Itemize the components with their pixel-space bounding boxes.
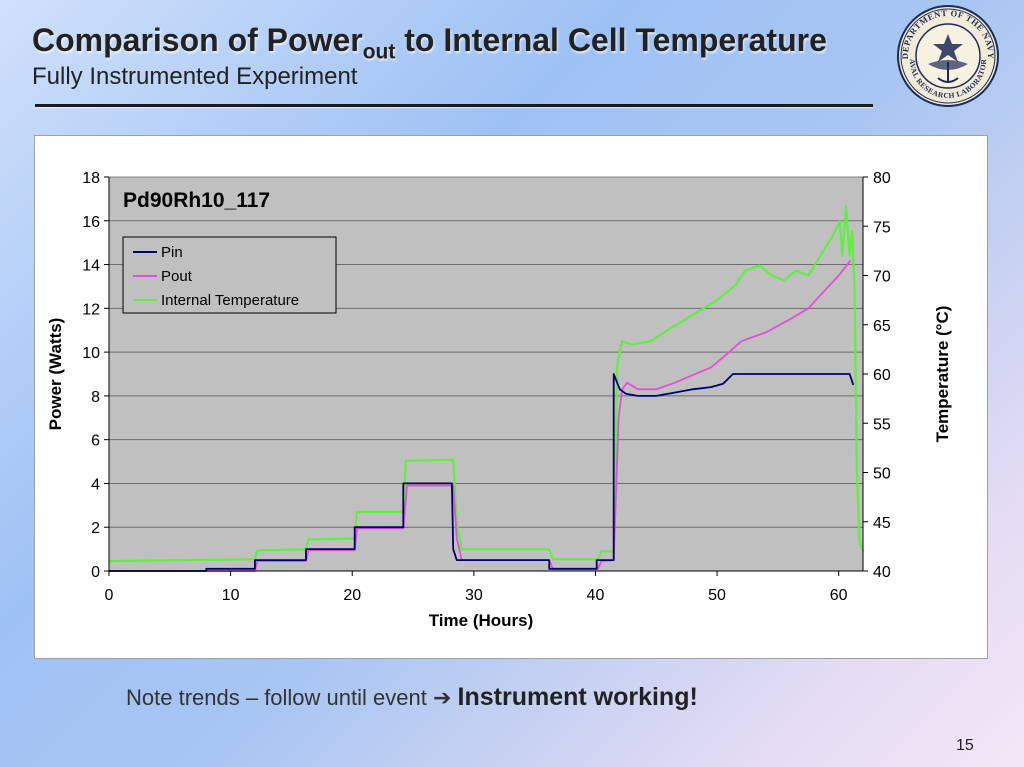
note-text: Note trends – follow until event <box>126 685 433 710</box>
slide-note: Note trends – follow until event ➔ Instr… <box>126 683 698 712</box>
y2-tick-label: 50 <box>873 466 891 483</box>
chart-panel: 0 2 4 6 8 10 12 14 16 18 40 45 50 55 60 65 70 75 80 0 10 20 30… <box>34 135 988 659</box>
slide-title-subscript: out <box>362 40 396 64</box>
legend-label: Pin <box>161 244 183 261</box>
y2-tick-label: 40 <box>873 564 891 581</box>
y-tick-label: 6 <box>91 433 100 450</box>
y-tick-label: 2 <box>91 520 100 537</box>
x-tick-label: 0 <box>105 587 114 604</box>
seal-graphic: DEPARTMENT OF THE NAVY NAVAL RESEARCH LA… <box>893 0 999 107</box>
y2-tick-label: 80 <box>873 170 891 187</box>
slide-subtitle: Fully Instrumented Experiment <box>32 63 358 90</box>
x-tick-label: 40 <box>587 587 605 604</box>
x-tick-label: 20 <box>343 587 361 604</box>
y-tick-label: 12 <box>82 301 100 318</box>
x-tick-label: 10 <box>222 587 240 604</box>
y2-tick-label: 65 <box>873 318 891 335</box>
y-tick-label: 8 <box>91 389 100 406</box>
y2-tick-label: 75 <box>873 219 891 236</box>
x-axis-title: Time (Hours) <box>429 611 534 630</box>
slide-title: Comparison of Powerout to Internal Cell … <box>32 22 827 64</box>
note-emphasis: Instrument working! <box>457 683 698 711</box>
legend-label: Pout <box>161 268 193 285</box>
y-tick-label: 14 <box>82 258 100 275</box>
title-divider <box>35 104 873 107</box>
series-line-pin <box>109 373 855 572</box>
y-tick-label: 18 <box>82 170 100 187</box>
y2-tick-label: 45 <box>873 515 891 532</box>
arrow-icon: ➔ <box>432 685 452 710</box>
axes <box>104 176 868 576</box>
tick-labels: 0 2 4 6 8 10 12 14 16 18 40 45 50 55 60 65 70 75 80 0 10 20 30… <box>82 170 891 604</box>
slide-title-rest: to Internal Cell Temperature <box>395 22 827 58</box>
line-chart: 0 2 4 6 8 10 12 14 16 18 40 45 50 55 60 65 70 75 80 0 10 20 30… <box>46 170 952 630</box>
legend-label: Internal Temperature <box>161 292 299 309</box>
y-tick-label: 0 <box>91 564 100 581</box>
y2-tick-label: 70 <box>873 269 891 286</box>
y-tick-label: 4 <box>91 476 100 493</box>
y-tick-label: 10 <box>82 345 100 362</box>
x-tick-label: 50 <box>708 587 726 604</box>
page-number: 15 <box>956 737 974 754</box>
series-lines <box>108 205 865 572</box>
x-tick-label: 60 <box>830 587 848 604</box>
chart-annotation: Pd90Rh10_117 <box>123 189 270 212</box>
navy-seal-logo: DEPARTMENT OF THE NAVY NAVAL RESEARCH LA… <box>893 0 1000 108</box>
y2-tick-label: 55 <box>873 416 891 433</box>
slide-title-main: Comparison of Power <box>32 22 363 58</box>
legend-box <box>122 236 337 314</box>
y2-axis-title: Temperature (°C) <box>933 306 952 443</box>
series-line-internal-temperature <box>108 205 865 563</box>
y2-tick-label: 60 <box>873 367 891 384</box>
y-tick-label: 16 <box>82 214 100 231</box>
y-axis-title: Power (Watts) <box>46 318 65 431</box>
x-tick-label: 30 <box>465 587 483 604</box>
legend: Pin Pout Internal Temperature <box>122 236 337 314</box>
